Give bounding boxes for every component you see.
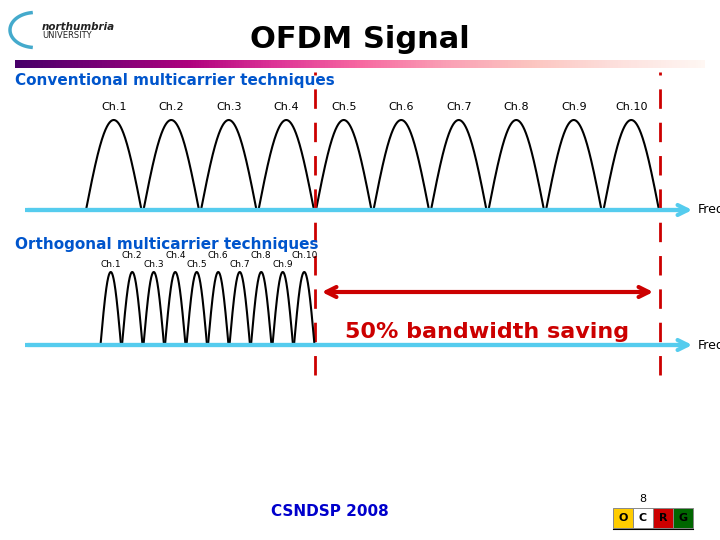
Text: Ch.6: Ch.6 — [208, 251, 228, 260]
Text: Ch.7: Ch.7 — [446, 102, 472, 112]
Text: Ch.4: Ch.4 — [274, 102, 299, 112]
Text: Ch.2: Ch.2 — [158, 102, 184, 112]
Text: Frequency: Frequency — [698, 204, 720, 217]
Text: Ch.3: Ch.3 — [216, 102, 241, 112]
Bar — [653, 508, 673, 528]
Text: Ch.10: Ch.10 — [291, 251, 318, 260]
Text: Ch.10: Ch.10 — [615, 102, 647, 112]
Text: Ch.3: Ch.3 — [143, 260, 164, 269]
Text: Frequency: Frequency — [698, 339, 720, 352]
Text: Ch.5: Ch.5 — [186, 260, 207, 269]
Text: Ch.1: Ch.1 — [101, 102, 127, 112]
Text: Ch.1: Ch.1 — [100, 260, 121, 269]
Text: C: C — [639, 513, 647, 523]
Text: Ch.8: Ch.8 — [503, 102, 529, 112]
Text: Ch.9: Ch.9 — [272, 260, 293, 269]
Text: Conventional multicarrier techniques: Conventional multicarrier techniques — [15, 72, 335, 87]
Text: 50% bandwidth saving: 50% bandwidth saving — [346, 322, 629, 342]
Text: G: G — [678, 513, 688, 523]
Text: O: O — [618, 513, 628, 523]
Text: R: R — [659, 513, 667, 523]
Text: Ch.7: Ch.7 — [230, 260, 250, 269]
Text: northumbria: northumbria — [42, 22, 115, 32]
Text: Ch.9: Ch.9 — [561, 102, 587, 112]
Bar — [613, 508, 633, 528]
Text: Orthogonal multicarrier techniques: Orthogonal multicarrier techniques — [15, 238, 318, 253]
Bar — [633, 508, 653, 528]
Text: CSNDSP 2008: CSNDSP 2008 — [271, 504, 389, 519]
Text: OFDM Signal: OFDM Signal — [250, 25, 470, 55]
Text: Ch.6: Ch.6 — [389, 102, 414, 112]
Text: Ch.5: Ch.5 — [331, 102, 356, 112]
Text: Ch.4: Ch.4 — [165, 251, 186, 260]
Text: Ch.8: Ch.8 — [251, 251, 271, 260]
Text: Ch.2: Ch.2 — [122, 251, 143, 260]
Text: 8: 8 — [639, 494, 647, 504]
Text: UNIVERSITY: UNIVERSITY — [42, 31, 91, 40]
Bar — [673, 508, 693, 528]
